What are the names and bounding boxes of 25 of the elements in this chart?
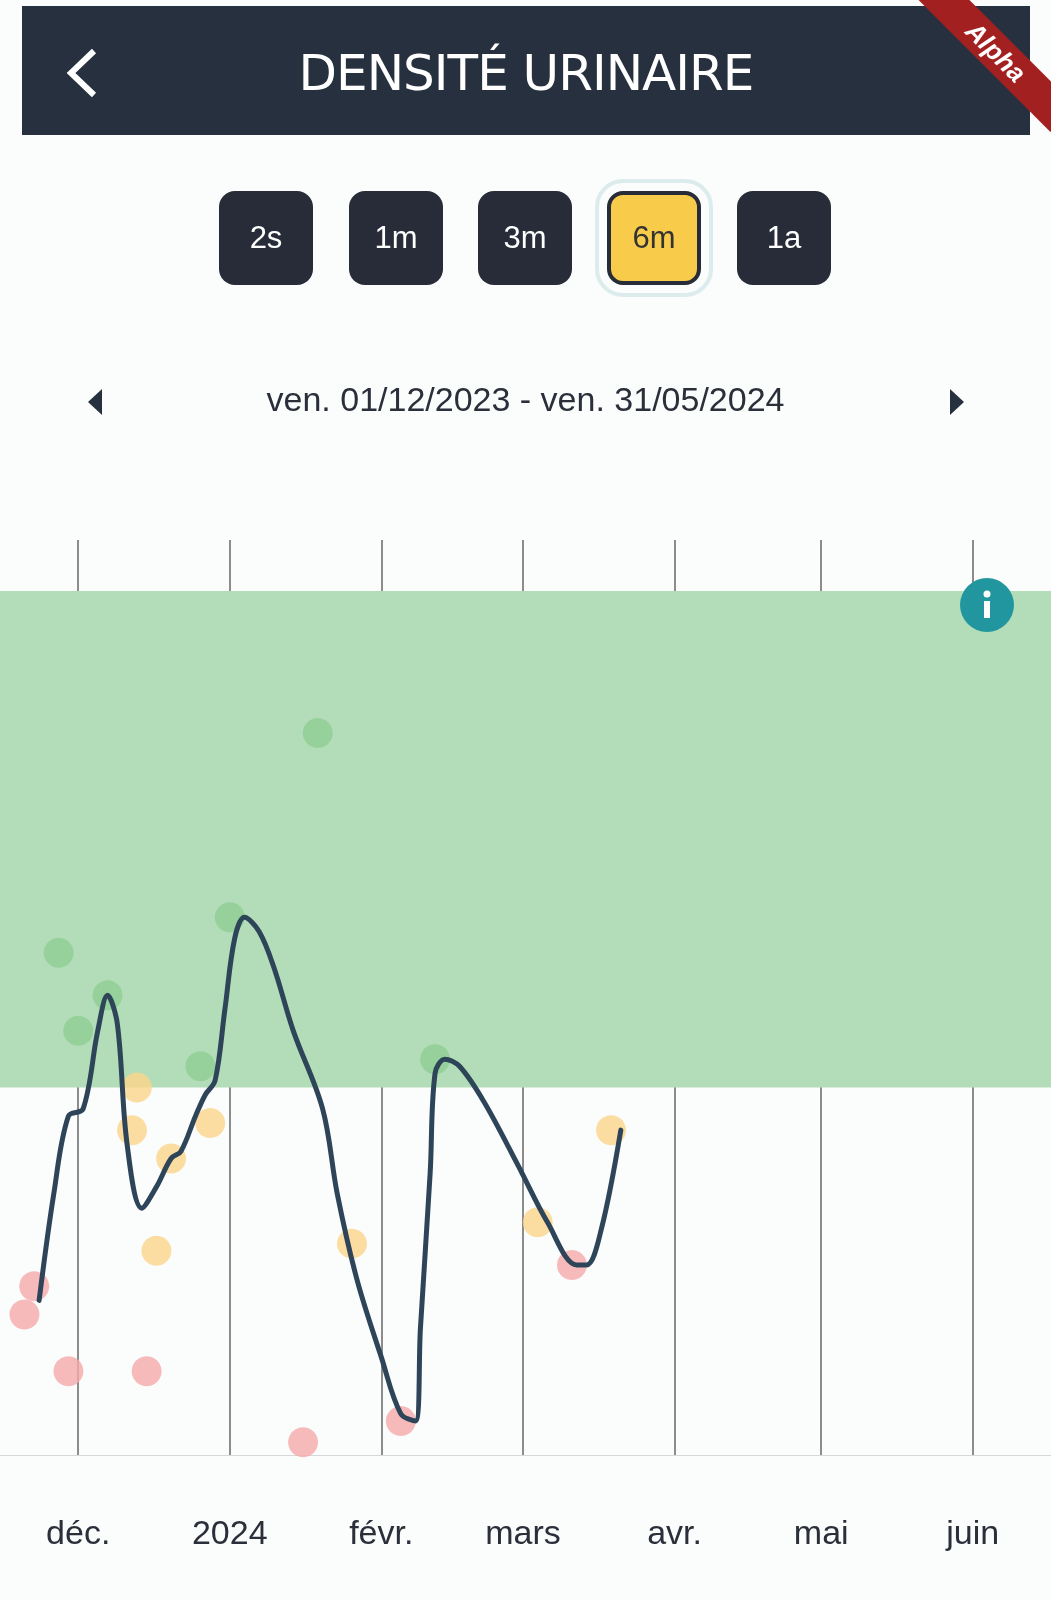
x-tick-label: juin <box>945 1513 1000 1551</box>
point <box>63 1015 94 1046</box>
text: 1m <box>349 191 443 285</box>
text: 3m <box>478 191 572 285</box>
point <box>288 1427 319 1458</box>
x-tick-label: mai <box>793 1513 849 1551</box>
point <box>131 1356 162 1387</box>
point <box>121 1072 152 1103</box>
point <box>9 1299 40 1330</box>
point <box>141 1235 172 1266</box>
chart-title: DENSITÉ URINAIRE <box>298 44 754 102</box>
chart-subtitle: ven. 01/12/2023 - ven. 31/05/2024 <box>265 380 786 419</box>
text: 6m <box>607 191 701 285</box>
text: 2s <box>219 191 313 285</box>
x-tick-label: 2024 <box>191 1513 268 1551</box>
point <box>195 1108 226 1139</box>
x-tick-label: mars <box>485 1513 561 1551</box>
x-tick-label: déc. <box>46 1513 111 1551</box>
point <box>53 1356 84 1387</box>
point <box>302 717 333 748</box>
point <box>185 1051 216 1082</box>
point <box>43 937 74 968</box>
x-tick-label: févr. <box>349 1513 414 1551</box>
text: 1a <box>737 191 831 285</box>
x-tick-label: avr. <box>647 1513 702 1551</box>
